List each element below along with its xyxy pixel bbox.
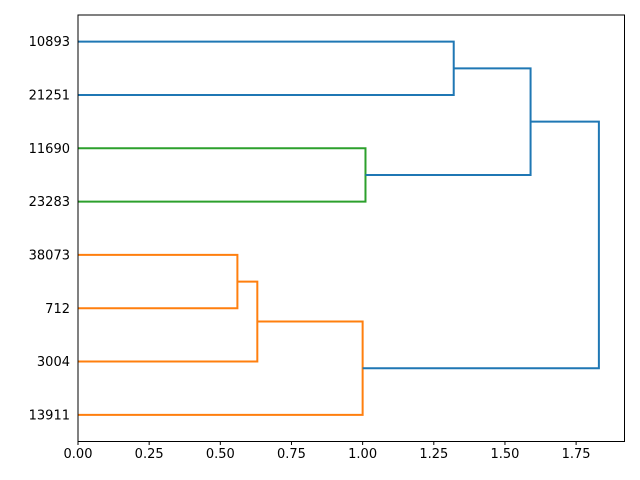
x-axis-tick-label: 0.50 xyxy=(206,447,235,462)
leaf-label: 23283 xyxy=(29,195,70,210)
leaf-label: 21251 xyxy=(29,89,70,104)
leaf-label: 10893 xyxy=(29,35,70,50)
leaf-label: 11690 xyxy=(29,142,70,157)
x-axis-tick-label: 0.75 xyxy=(277,447,306,462)
dendrogram-link xyxy=(365,67,532,176)
leaf-label: 3004 xyxy=(37,355,70,370)
leaf-label: 13911 xyxy=(29,408,70,423)
dendrogram-link xyxy=(78,40,455,96)
dendrogram-link xyxy=(78,320,364,416)
leaf-label: 712 xyxy=(45,302,70,317)
x-axis-tick-label: 1.00 xyxy=(348,447,377,462)
x-axis-tick-label: 1.75 xyxy=(562,447,591,462)
x-axis-tick-label: 1.50 xyxy=(490,447,519,462)
x-axis-tick-label: 0.25 xyxy=(135,447,164,462)
dendrogram-link xyxy=(78,280,259,363)
dendrogram-link xyxy=(362,120,600,370)
dendrogram-link xyxy=(78,147,367,203)
x-axis-tick-label: 1.25 xyxy=(419,447,448,462)
dendrogram-link xyxy=(78,253,239,310)
leaf-label: 38073 xyxy=(29,248,70,263)
axes-frame xyxy=(77,14,625,442)
x-axis-tick-label: 0.00 xyxy=(64,447,93,462)
